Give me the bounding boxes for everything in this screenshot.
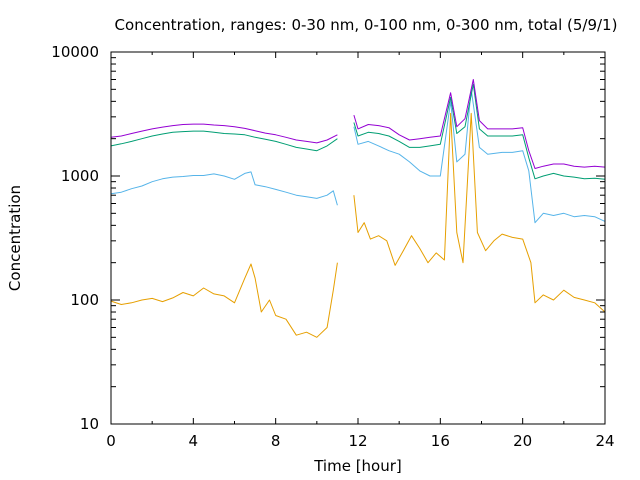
y-tick-label: 10: [80, 415, 99, 433]
x-tick-label: 24: [595, 432, 614, 450]
series-3-line-segment-2: [353, 83, 606, 180]
x-axis: 0 4 8 12 16 20 24: [106, 52, 615, 450]
series-4-line-segment-2: [353, 79, 606, 169]
y-tick-label: 100: [70, 291, 99, 309]
y-axis: 10 100 1000 10000: [51, 43, 605, 433]
series-1-line-segment-2: [353, 112, 606, 313]
y-tick-label: 10000: [51, 43, 99, 61]
plot-frame: [110, 51, 606, 425]
x-tick-label: 4: [189, 432, 199, 450]
x-tick-label: 16: [431, 432, 450, 450]
y-axis-title: Concentration: [6, 185, 24, 291]
series-3-line-segment-1: [110, 130, 338, 152]
series-4-line-segment-1: [110, 123, 338, 144]
x-tick-label: 20: [513, 432, 532, 450]
series-2-line-segment-1: [110, 171, 338, 206]
series-1-line-segment-1: [110, 262, 338, 338]
x-tick-label: 0: [106, 432, 116, 450]
x-tick-label: 12: [348, 432, 367, 450]
chart-title: Concentration, ranges: 0-30 nm, 0-100 nm…: [115, 16, 618, 34]
x-tick-label: 8: [271, 432, 281, 450]
plot-series: [110, 79, 606, 338]
y-tick-label: 1000: [61, 167, 99, 185]
series-2-line-segment-2: [353, 88, 606, 224]
x-axis-title: Time [hour]: [313, 457, 402, 475]
